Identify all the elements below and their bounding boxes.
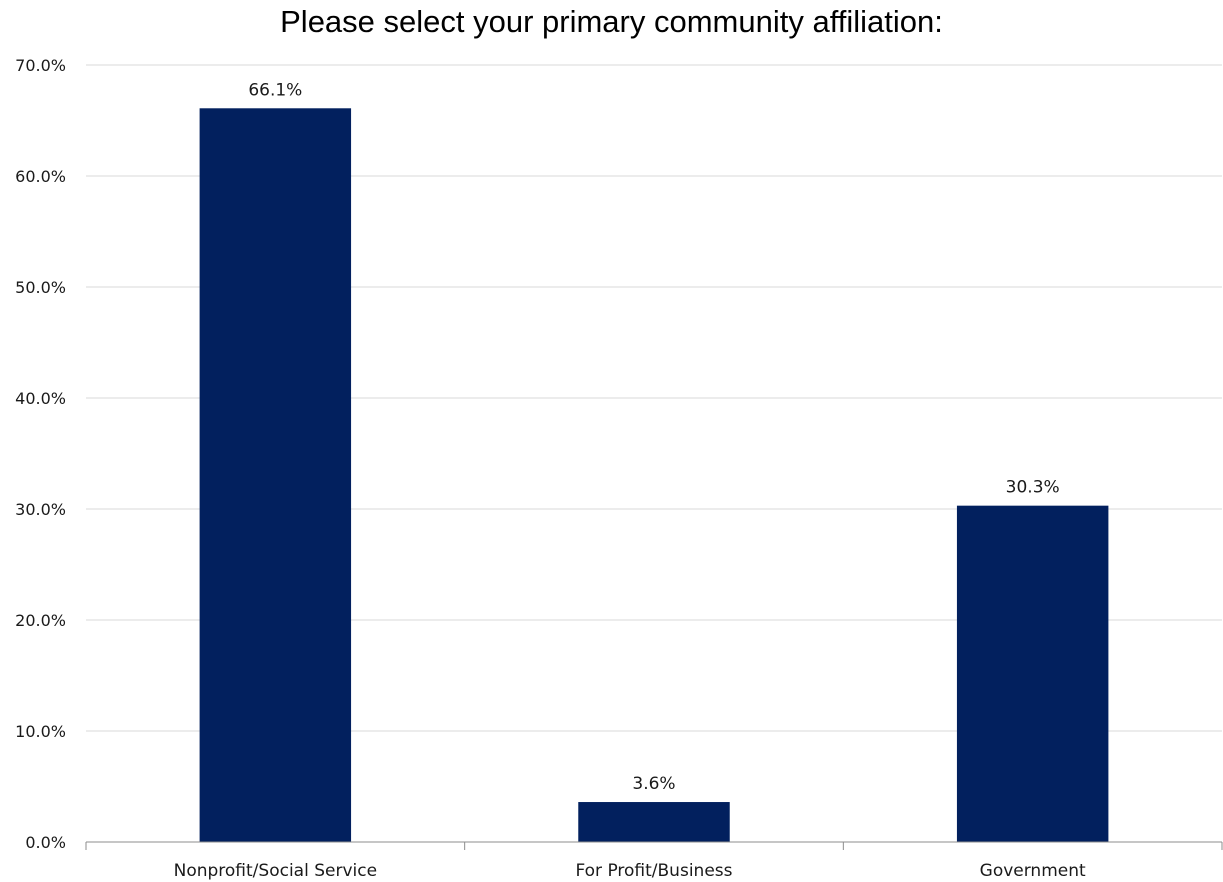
bar xyxy=(199,108,352,843)
data-labels: 66.1% 3.6% 30.3% xyxy=(248,80,1059,794)
y-tick-label: 40.0% xyxy=(15,389,66,408)
x-axis-category-labels: Nonprofit/Social Service For Profit/Busin… xyxy=(174,861,1086,881)
y-tick-label: 70.0% xyxy=(15,56,66,75)
bars xyxy=(199,108,1109,843)
y-tick-label: 50.0% xyxy=(15,278,66,297)
bar xyxy=(956,505,1109,842)
chart-title: Please select your primary community aff… xyxy=(280,4,943,39)
y-tick-label: 60.0% xyxy=(15,167,66,186)
category-label: Government xyxy=(980,861,1086,881)
y-tick-label: 0.0% xyxy=(25,833,66,852)
x-axis xyxy=(85,841,1223,850)
y-tick-label: 10.0% xyxy=(15,722,66,741)
data-label: 3.6% xyxy=(632,774,675,794)
y-tick-label: 30.0% xyxy=(15,500,66,519)
bar xyxy=(578,802,730,842)
y-axis-tick-labels: 0.0% 10.0% 20.0% 30.0% 40.0% 50.0% 60.0% 70.0% xyxy=(15,56,66,852)
data-label: 66.1% xyxy=(248,80,302,100)
y-tick-label: 20.0% xyxy=(15,611,66,630)
category-label: For Profit/Business xyxy=(575,861,732,881)
data-label: 30.3% xyxy=(1006,478,1060,498)
category-label: Nonprofit/Social Service xyxy=(174,861,377,881)
